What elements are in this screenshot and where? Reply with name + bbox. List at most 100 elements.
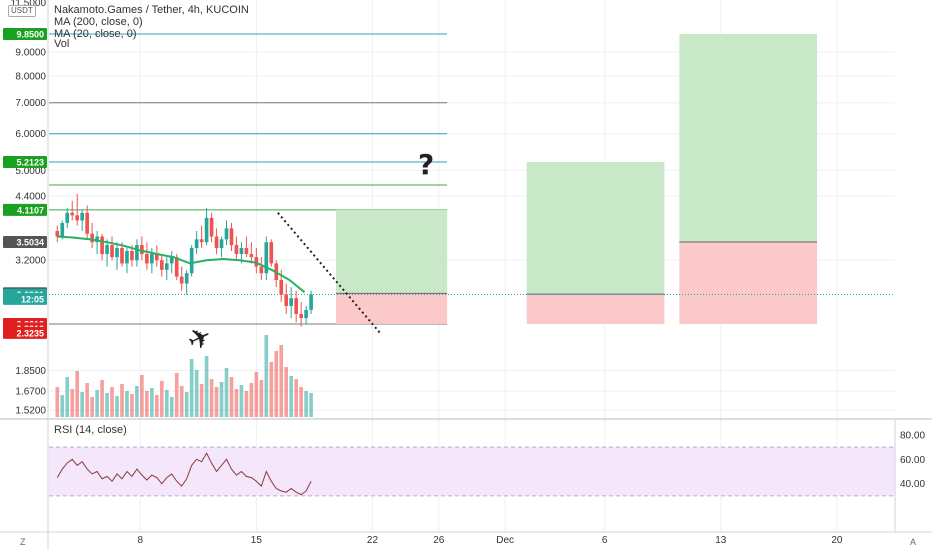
stop-zone-1: [526, 294, 665, 324]
badge-btime: [3, 292, 47, 305]
volume-bar-48: [294, 379, 298, 417]
dotted-trendline: [277, 212, 382, 335]
price-tick-6: 3.2000: [15, 256, 46, 267]
volume-bar-6: [85, 383, 89, 417]
ma20-legend[interactable]: MA (20, close, 0): [54, 28, 137, 40]
target-zone-0: [335, 209, 448, 294]
volume-bar-28: [194, 370, 199, 417]
chart-title: Nakamoto.Games / Tether, 4h, KUCOIN: [54, 4, 249, 16]
candle-body-31: [209, 217, 214, 237]
volume-bar-20: [154, 395, 159, 417]
candle-body-14: [125, 250, 129, 264]
candle-body-20: [154, 254, 159, 261]
volume-bar-47: [289, 376, 294, 417]
badge-label-b9850: 9.8500: [16, 30, 44, 40]
price-tick-8: 1.6700: [15, 387, 46, 398]
volume-bar-16: [135, 386, 139, 417]
volume-bar-42: [264, 335, 269, 417]
question-mark-icon: ?: [418, 148, 435, 181]
volume-bar-40: [254, 372, 259, 417]
candle-body-46: [284, 294, 289, 306]
ma20-line: [57, 235, 306, 293]
auto-scale-icon[interactable]: A: [910, 537, 917, 547]
time-tick-0: 8: [137, 535, 143, 546]
rsi-legend[interactable]: RSI (14, close): [54, 424, 127, 436]
ma-lines: [57, 235, 306, 293]
volume-bar-51: [309, 393, 313, 417]
badge-label-b2323: 2.3235: [16, 328, 44, 338]
candle-body-42: [264, 242, 269, 274]
volume-bar-37: [239, 385, 244, 417]
candle-body-37: [239, 248, 244, 255]
candle-body-39: [249, 254, 254, 258]
time-tick-1: 15: [251, 535, 263, 546]
volume-bar-33: [219, 382, 224, 417]
candle-body-10: [105, 245, 109, 255]
price-tick-3: 6.0000: [15, 129, 46, 140]
candle-body-15: [130, 250, 134, 261]
volume-bar-30: [204, 356, 209, 417]
volume-bar-34: [224, 368, 229, 417]
unit-tag[interactable]: USDT: [8, 5, 36, 17]
volume-bar-8: [95, 390, 99, 417]
candle-body-35: [229, 228, 234, 246]
candle-body-8: [95, 236, 99, 243]
volume-bar-31: [209, 379, 214, 417]
volume-bar-29: [199, 384, 204, 417]
badge-b4110: [3, 203, 47, 216]
candle-body-16: [135, 245, 139, 261]
volume-bar-36: [234, 389, 239, 417]
candle-body-36: [234, 245, 239, 255]
volume-bar-11: [110, 387, 114, 417]
candle-body-5: [80, 212, 85, 221]
position-boxes[interactable]: [49, 34, 895, 324]
candle-body-21: [159, 260, 164, 270]
volume-bar-9: [100, 380, 104, 417]
volume-bar-43: [269, 362, 274, 417]
rsi-line: [56, 452, 312, 496]
vol-legend[interactable]: Vol: [54, 38, 70, 50]
target-zone-2: [679, 34, 818, 242]
volume-bar-12: [115, 396, 119, 417]
candle-body-51: [309, 294, 313, 310]
badge-label-b3503: 3.5034: [16, 237, 44, 247]
volume-bar-45: [279, 345, 284, 417]
badge-b5212: [3, 156, 47, 169]
rsi-tick-0: 80.00: [900, 431, 925, 442]
candle-body-0: [55, 231, 60, 237]
time-tick-4: Dec: [496, 535, 514, 546]
zoom-icon[interactable]: Z: [20, 537, 26, 547]
candle-body-17: [140, 245, 144, 255]
price-tick-2: 7.0000: [15, 98, 46, 109]
volume-bar-13: [120, 384, 124, 417]
candle-body-7: [90, 233, 94, 243]
candle-body-41: [259, 266, 264, 274]
badge-b9850: [3, 28, 47, 40]
candle-body-38: [244, 248, 249, 255]
candle-body-28: [194, 239, 199, 249]
price-badges: 9.85005.21234.11073.50342.71312.70412.69…: [3, 28, 47, 339]
candle-body-33: [219, 239, 224, 249]
time-tick-7: 20: [831, 535, 843, 546]
volume-bar-44: [274, 351, 279, 417]
rsi-pane: 80.00 60.00 40.00: [49, 431, 925, 497]
trendline[interactable]: [277, 212, 382, 335]
time-tick-3: 26: [433, 535, 445, 546]
candle-body-30: [204, 217, 209, 243]
stop-zone-2: [679, 241, 818, 324]
candle-body-11: [110, 245, 114, 258]
volume-bar-18: [145, 391, 149, 417]
rsi-tick-2: 40.00: [900, 479, 925, 490]
price-tick-5: 4.4000: [15, 192, 46, 203]
candle-body-29: [199, 239, 204, 243]
volume-bar-1: [60, 395, 65, 417]
volume-bars: [55, 335, 313, 417]
volume-bar-39: [249, 383, 254, 417]
volume-bar-4: [75, 371, 80, 417]
volume-bar-49: [299, 387, 303, 417]
volume-bar-15: [130, 394, 134, 417]
candle-body-18: [145, 254, 149, 264]
candle-body-45: [279, 280, 284, 295]
ma200-legend[interactable]: MA (200, close, 0): [54, 16, 143, 28]
